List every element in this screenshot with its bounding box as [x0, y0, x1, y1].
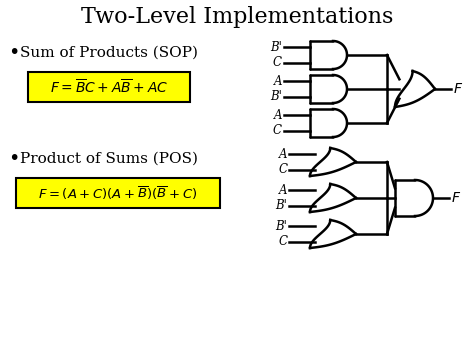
Text: B': B': [275, 199, 287, 212]
Text: C: C: [273, 56, 282, 69]
Text: $F$: $F$: [451, 191, 461, 205]
Text: Sum of Products (SOP): Sum of Products (SOP): [20, 46, 198, 60]
Text: A: A: [273, 75, 282, 88]
Text: B': B': [275, 220, 287, 233]
Text: $F = (A+C)(A+\overline{B})(\overline{B}+C)$: $F = (A+C)(A+\overline{B})(\overline{B}+…: [38, 184, 198, 202]
FancyBboxPatch shape: [28, 72, 190, 102]
Text: B': B': [270, 41, 282, 54]
Text: $F$: $F$: [453, 82, 463, 96]
Text: Two-Level Implementations: Two-Level Implementations: [81, 6, 393, 28]
Text: A: A: [279, 184, 287, 197]
Text: C: C: [278, 235, 287, 248]
Text: A: A: [279, 148, 287, 161]
Text: A: A: [273, 109, 282, 122]
Text: $F = \overline{B}C + A\overline{B} + AC$: $F = \overline{B}C + A\overline{B} + AC$: [50, 78, 168, 96]
Text: B': B': [270, 90, 282, 103]
Text: •: •: [8, 149, 19, 169]
FancyBboxPatch shape: [16, 178, 220, 208]
Text: Product of Sums (POS): Product of Sums (POS): [20, 152, 198, 166]
Text: C: C: [273, 124, 282, 137]
Text: •: •: [8, 44, 19, 62]
Text: C: C: [278, 163, 287, 176]
